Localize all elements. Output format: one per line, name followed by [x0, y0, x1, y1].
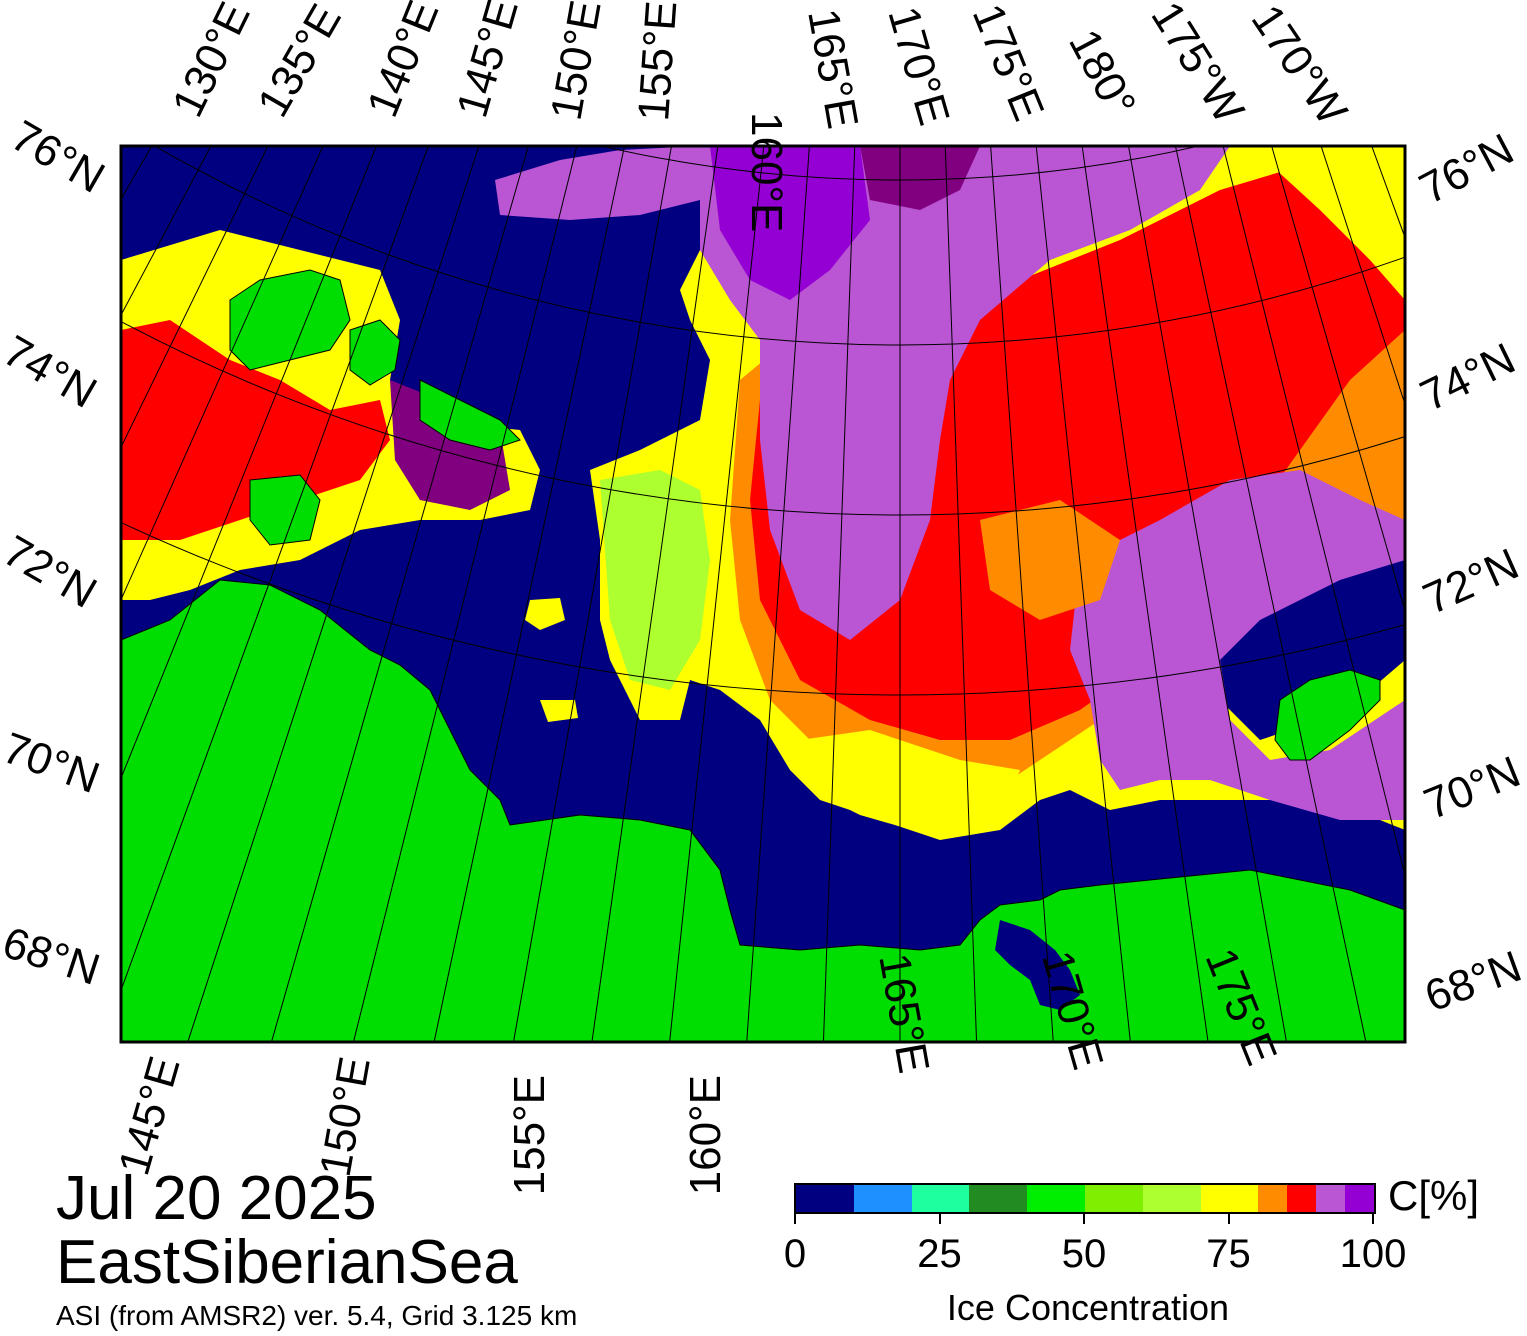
colorbar-tick — [1083, 1212, 1085, 1224]
bottom-longitude-label: 150°E — [311, 1053, 380, 1180]
top-longitude-label: 180° — [1059, 22, 1145, 125]
colorbar-segment — [1027, 1185, 1085, 1212]
right-latitude-label: 74°N — [1413, 334, 1523, 421]
colorbar-segment — [1085, 1185, 1143, 1212]
top-longitude-label: 135°E — [248, 0, 351, 125]
bottom-longitude-label: 155°E — [505, 1075, 554, 1195]
colorbar-segment — [1143, 1185, 1201, 1212]
right-latitude-label: 72°N — [1416, 539, 1526, 624]
colorbar-tick — [1228, 1212, 1230, 1224]
top-longitude-label: 155°E — [629, 0, 686, 123]
left-latitude-label: 74°N — [0, 326, 105, 418]
left-latitude-label: 68°N — [0, 918, 106, 995]
colorbar-segment — [1345, 1185, 1374, 1212]
top-longitude-label: 170°W — [1242, 0, 1357, 134]
meridian-line — [1403, 0, 1527, 840]
top-longitude-label: 150°E — [542, 0, 611, 124]
top-longitude-label: 145°E — [448, 0, 528, 123]
map-date: Jul 20 2025 — [56, 1168, 377, 1230]
left-latitude-label: 70°N — [0, 723, 106, 803]
top-longitude-label: 130°E — [163, 0, 260, 124]
colorbar-tick — [1372, 1212, 1374, 1224]
top-longitude-label: 175°W — [1142, 0, 1254, 132]
colorbar-title: Ice Concentration — [947, 1288, 1229, 1328]
right-latitude-label: 70°N — [1417, 747, 1527, 829]
left-latitude-label: 72°N — [0, 526, 105, 618]
colorbar-segment — [1201, 1185, 1259, 1212]
top-longitude-label: 170°E — [878, 1, 958, 130]
bottom-longitude-label: 145°E — [109, 1051, 189, 1180]
top-longitude-label: 140°E — [358, 0, 449, 124]
map-region-name: EastSiberianSea — [56, 1232, 518, 1294]
colorbar-segment — [912, 1185, 970, 1212]
top-longitude-label: 175°E — [963, 0, 1054, 127]
colorbar-tick-label: 100 — [1340, 1232, 1407, 1276]
left-latitude-label: 76°N — [3, 111, 113, 203]
colorbar-tick-label: 75 — [1206, 1232, 1251, 1276]
colorbar-segment — [1258, 1185, 1287, 1212]
right-latitude-label: 68°N — [1419, 942, 1527, 1022]
colorbar-segment — [969, 1185, 1027, 1212]
colorbar-tick — [794, 1212, 796, 1224]
colorbar-tick-label: 0 — [784, 1232, 806, 1276]
colorbar-tick — [939, 1212, 941, 1224]
top-longitude-label: 160°E — [742, 112, 791, 232]
data-source-note: ASI (from AMSR2) ver. 5.4, Grid 3.125 km — [56, 1300, 577, 1332]
colorbar-segment — [1287, 1185, 1316, 1212]
colorbar-tick-label: 25 — [917, 1232, 962, 1276]
bottom-longitude-label: 160°E — [681, 1075, 730, 1195]
colorbar-segment — [796, 1185, 854, 1212]
meridian-line — [1502, 0, 1527, 634]
colorbar-tick-label: 50 — [1062, 1232, 1107, 1276]
right-latitude-label: 76°N — [1412, 124, 1522, 213]
top-longitude-label: 165°E — [798, 5, 867, 132]
colorbar-segment — [854, 1185, 912, 1212]
ice-concentration-colorbar — [794, 1183, 1376, 1214]
colorbar-unit: C[%] — [1388, 1172, 1479, 1220]
colorbar-segment — [1316, 1185, 1345, 1212]
